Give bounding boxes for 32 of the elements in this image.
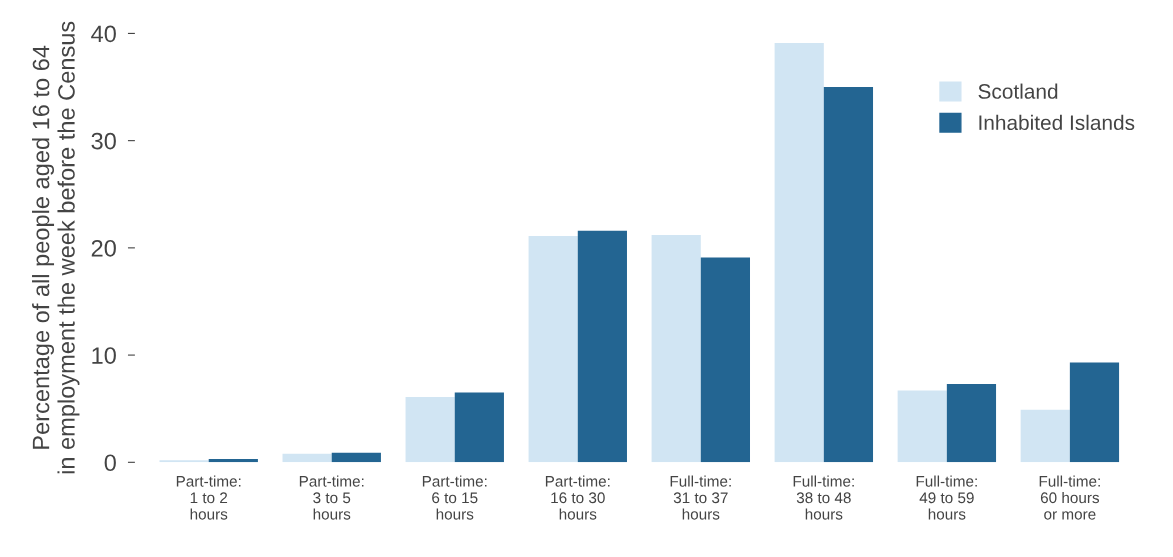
bar bbox=[1069, 362, 1120, 463]
x-tick-label: Full-time: 49 to 59 hours bbox=[916, 475, 977, 520]
x-tick-label: Full-time: 31 to 37 hours bbox=[670, 475, 731, 520]
bar bbox=[159, 460, 209, 463]
x-tick-label: Full-time: 38 to 48 hours bbox=[793, 475, 854, 520]
y-tick-label: 40 bbox=[91, 25, 116, 43]
bar bbox=[651, 235, 701, 463]
x-tick-label: Part-time: 3 to 5 hours bbox=[299, 475, 364, 520]
bar bbox=[823, 87, 874, 463]
x-tick-label: Part-time: 1 to 2 hours bbox=[176, 475, 241, 520]
x-tick-label: Full-time: 60 hours or more bbox=[1039, 475, 1100, 520]
bar bbox=[897, 390, 947, 463]
bar bbox=[774, 43, 824, 463]
y-tick-label: 0 bbox=[104, 454, 116, 472]
bar bbox=[454, 392, 504, 463]
bar bbox=[208, 459, 258, 463]
x-tick-label: Part-time: 6 to 15 hours bbox=[422, 475, 487, 520]
bar bbox=[331, 452, 381, 463]
legend-label: Scotland bbox=[978, 83, 1058, 99]
x-tick-label: Part-time: 16 to 30 hours bbox=[545, 475, 610, 520]
bar bbox=[405, 396, 455, 463]
bar bbox=[528, 236, 578, 463]
bar bbox=[1020, 409, 1070, 463]
bar bbox=[946, 384, 997, 463]
bar bbox=[577, 230, 627, 463]
bar bbox=[700, 257, 750, 463]
bar bbox=[282, 453, 332, 463]
y-axis-title: Percentage of all people aged 16 to 64 in employment the week before the Census bbox=[32, 21, 80, 474]
y-tick-label: 20 bbox=[91, 239, 116, 257]
y-tick-label: 30 bbox=[91, 132, 116, 150]
legend-label: Inhabited Islands bbox=[979, 114, 1135, 131]
y-tick-label: 10 bbox=[92, 347, 116, 364]
